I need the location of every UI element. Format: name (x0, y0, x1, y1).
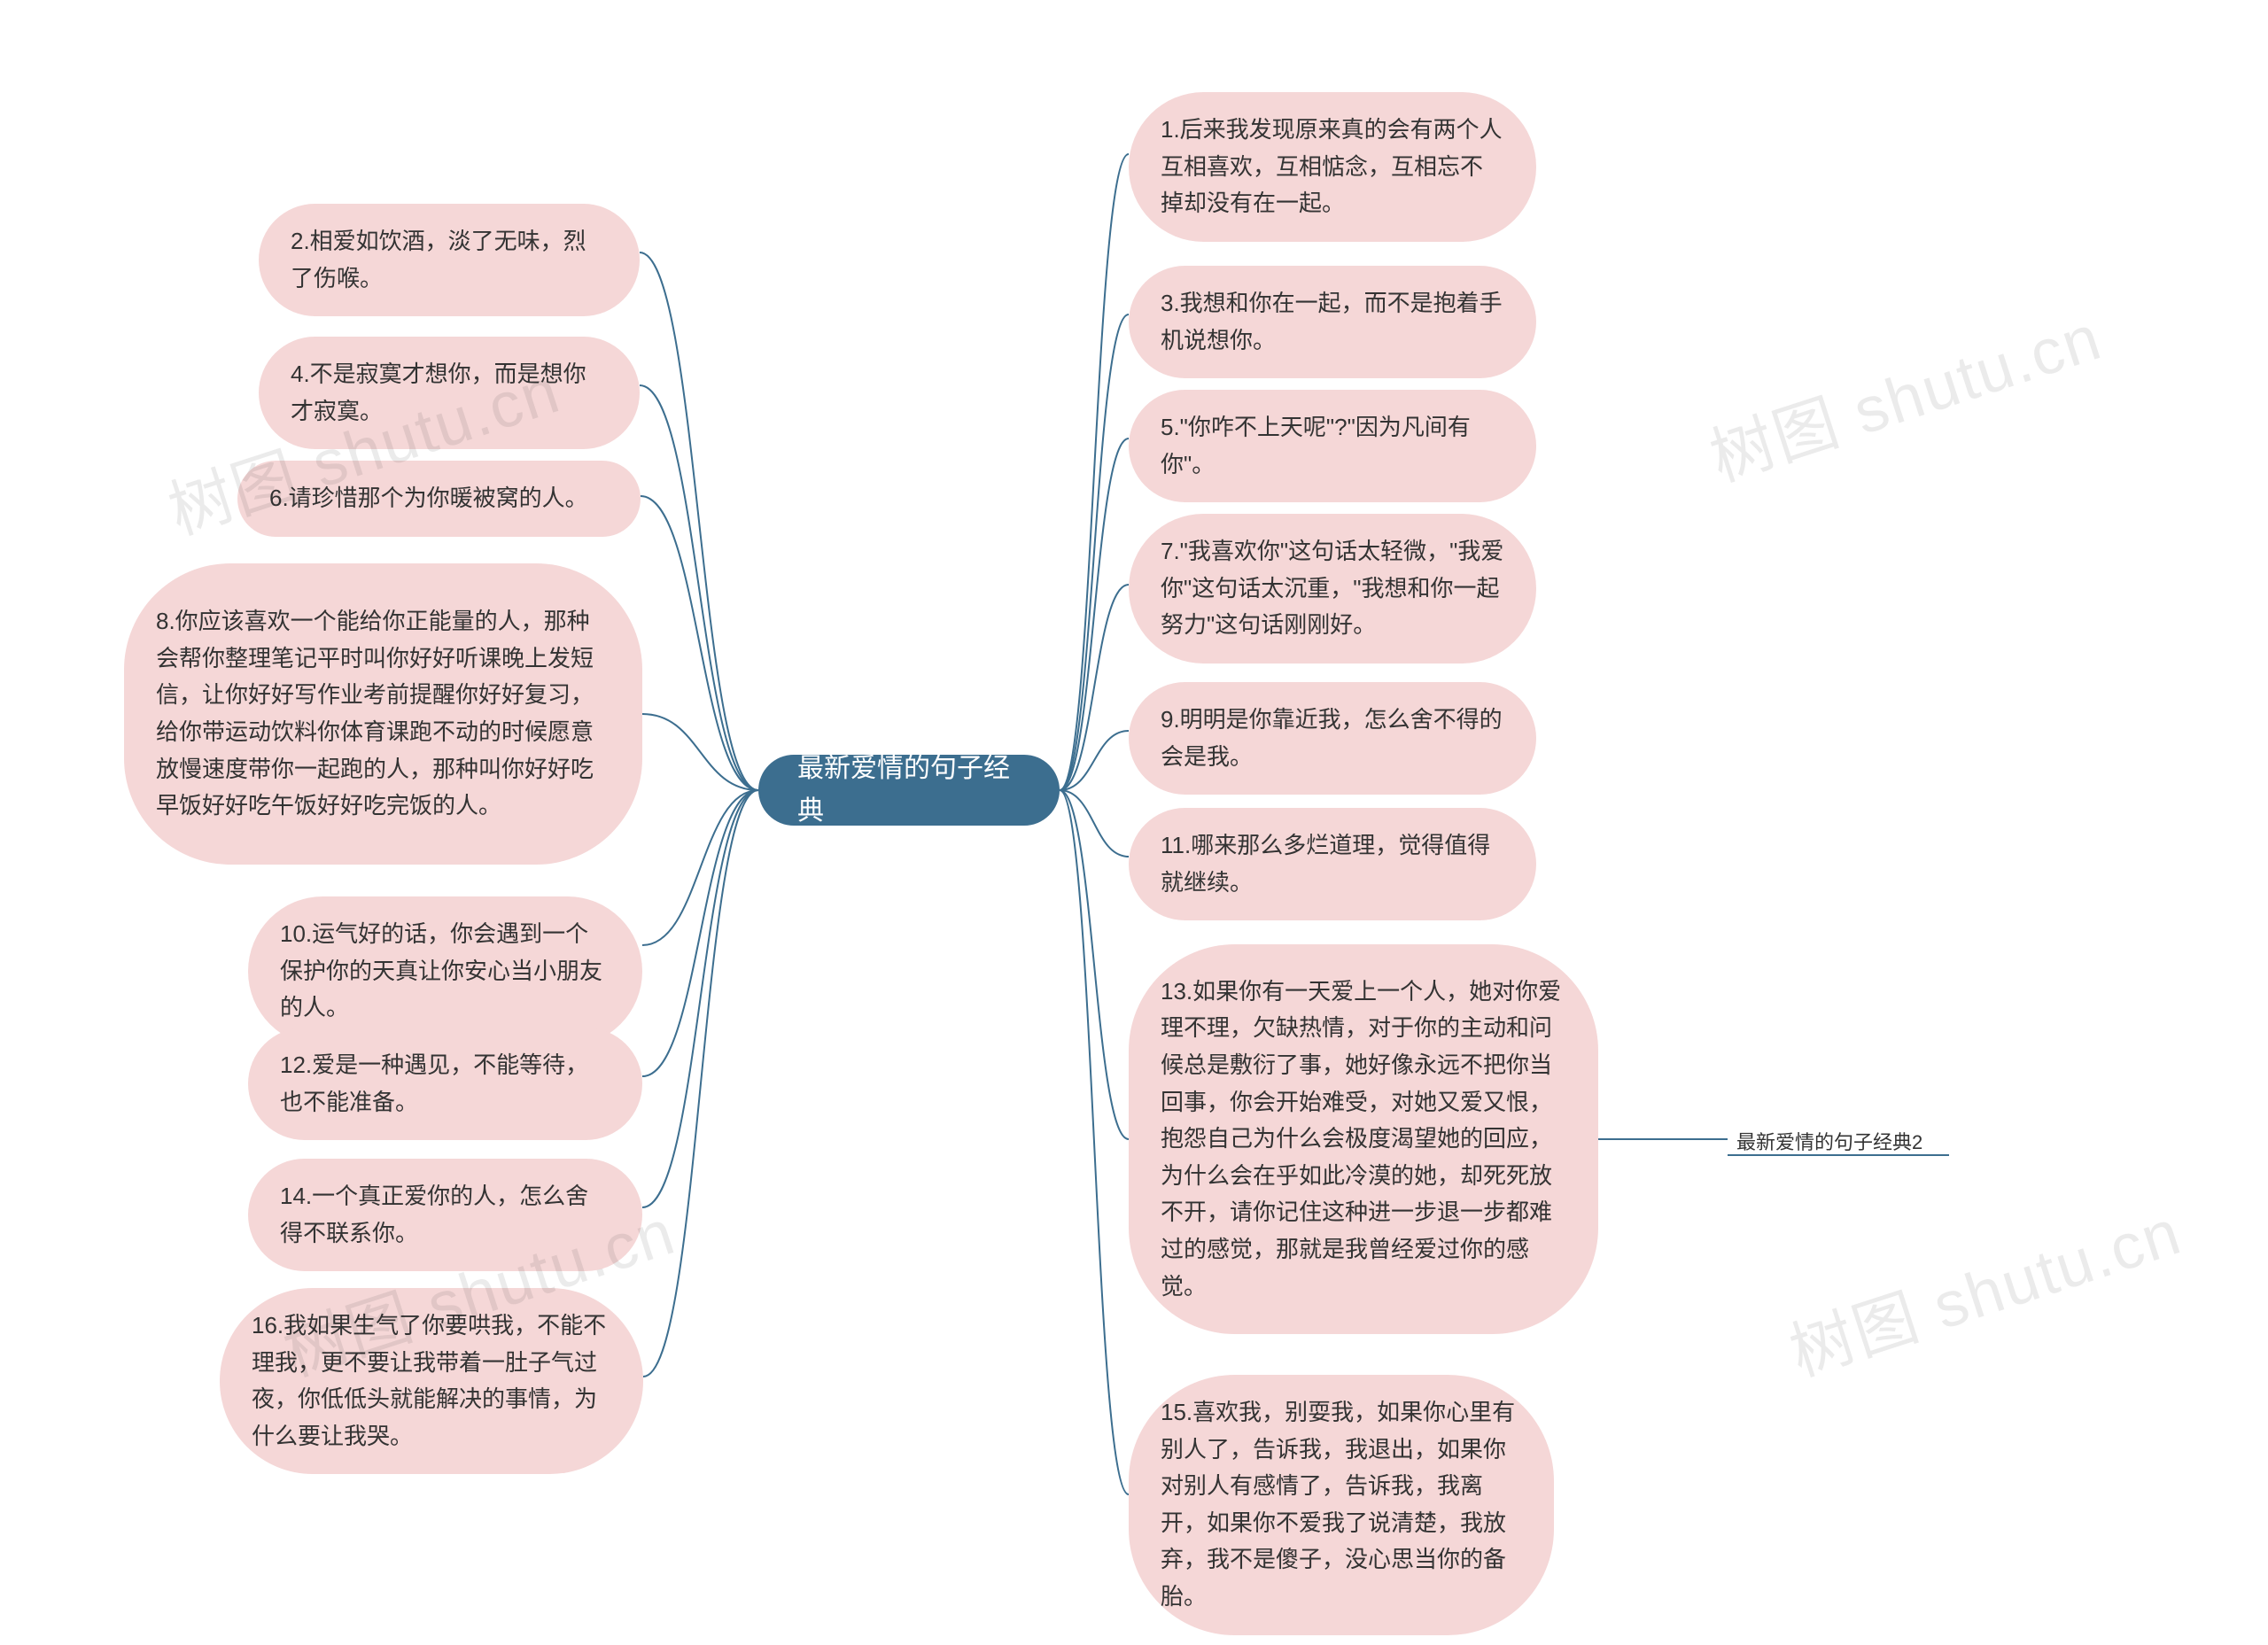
edge-l14 (642, 790, 758, 1207)
leaf-node-l14[interactable]: 14.一个真正爱你的人，怎么舍得不联系你。 (248, 1159, 642, 1271)
edge-r5 (1060, 438, 1129, 790)
leaf-node-r15[interactable]: 15.喜欢我，别耍我，如果你心里有别人了，告诉我，我退出，如果你对别人有感情了，… (1129, 1375, 1554, 1635)
leaf-node-l6[interactable]: 6.请珍惜那个为你暖被窝的人。 (237, 461, 641, 537)
edge-l12 (642, 790, 758, 1076)
edge-l8 (642, 714, 758, 790)
watermark: 树图 shutu.cn (1776, 1180, 2191, 1393)
edge-l10 (642, 790, 758, 945)
edge-r1 (1060, 154, 1129, 790)
leaf-node-l10[interactable]: 10.运气好的话，你会遇到一个保护你的天真让你安心当小朋友的人。 (248, 896, 642, 1046)
leaf-node-l8[interactable]: 8.你应该喜欢一个能给你正能量的人，那种会帮你整理笔记平时叫你好好听课晚上发短信… (124, 563, 642, 865)
leaf-node-r3[interactable]: 3.我想和你在一起，而不是抱着手机说想你。 (1129, 266, 1536, 378)
edge-r11 (1060, 790, 1129, 857)
watermark: 树图 shutu.cn (1697, 285, 2111, 499)
leaf-node-r11[interactable]: 11.哪来那么多烂道理，觉得值得就继续。 (1129, 808, 1536, 920)
edge-r3 (1060, 314, 1129, 790)
edge-l2 (640, 252, 758, 790)
edge-r9 (1060, 731, 1129, 790)
leaf-node-r1[interactable]: 1.后来我发现原来真的会有两个人互相喜欢，互相惦念，互相忘不掉却没有在一起。 (1129, 92, 1536, 242)
leaf-node-r7[interactable]: 7."我喜欢你"这句话太轻微，"我爱你"这句话太沉重，"我想和你一起努力"这句话… (1129, 514, 1536, 663)
edge-l4 (640, 385, 758, 790)
leaf-node-r5[interactable]: 5."你咋不上天呢"?"因为凡间有你"。 (1129, 390, 1536, 502)
leaf-node-l12[interactable]: 12.爱是一种遇见，不能等待，也不能准备。 (248, 1028, 642, 1140)
child-label-r13[interactable]: 最新爱情的句子经典2 (1736, 1127, 1922, 1155)
leaf-node-r9[interactable]: 9.明明是你靠近我，怎么舍不得的会是我。 (1129, 682, 1536, 795)
edge-r13 (1060, 790, 1129, 1139)
center-node[interactable]: 最新爱情的句子经典 (758, 755, 1060, 826)
leaf-node-l2[interactable]: 2.相爱如饮酒，淡了无味，烈了伤喉。 (259, 204, 640, 316)
leaf-node-l16[interactable]: 16.我如果生气了你要哄我，不能不理我，更不要让我带着一肚子气过夜，你低低头就能… (220, 1288, 643, 1474)
leaf-node-r13[interactable]: 13.如果你有一天爱上一个人，她对你爱理不理，欠缺热情，对于你的主动和问候总是敷… (1129, 944, 1598, 1334)
edge-l6 (641, 496, 758, 790)
edge-r15 (1060, 790, 1129, 1494)
leaf-node-l4[interactable]: 4.不是寂寞才想你，而是想你才寂寞。 (259, 337, 640, 449)
edge-r7 (1060, 585, 1129, 790)
edge-l16 (643, 790, 758, 1377)
